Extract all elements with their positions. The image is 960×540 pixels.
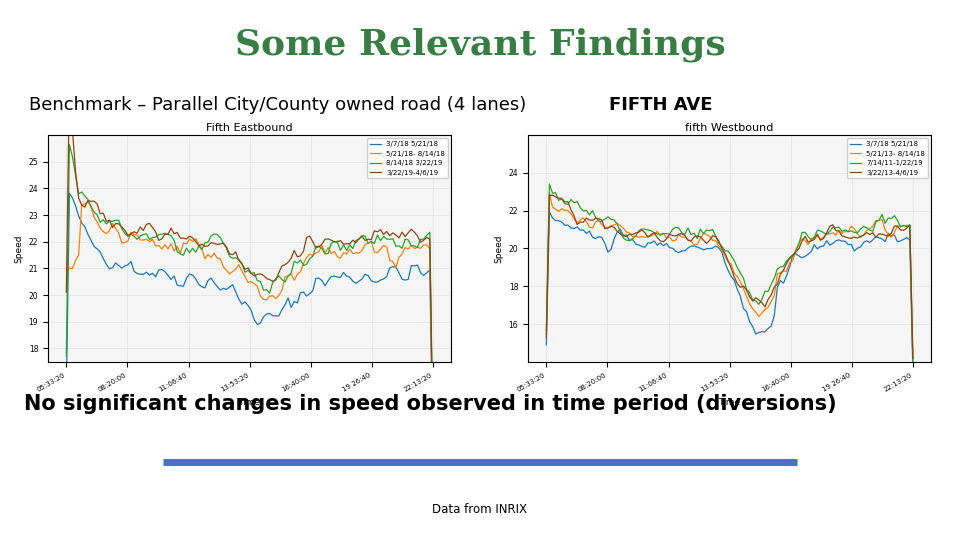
3/7/18 5/21/18 bbox=[162, 272, 174, 279]
3/22/13-4/6/19 bbox=[642, 234, 654, 240]
5/21/13- 8/14/18 bbox=[833, 227, 845, 233]
5/21/18- 8/14/18 bbox=[316, 242, 327, 248]
3/22/13-4/6/19 bbox=[543, 192, 555, 198]
7/14/11-1/22/19 bbox=[907, 360, 919, 367]
X-axis label: Time: Time bbox=[718, 398, 741, 407]
8/14/18 3/22/19 bbox=[267, 279, 278, 286]
8/14/18 3/22/19 bbox=[418, 236, 429, 242]
3/7/18 5/21/18 bbox=[833, 237, 845, 243]
8/14/18 3/22/19 bbox=[162, 231, 174, 238]
Line: 7/14/11-1/22/19: 7/14/11-1/22/19 bbox=[546, 184, 913, 363]
5/21/13- 8/14/18 bbox=[747, 306, 758, 312]
5/21/18- 8/14/18 bbox=[427, 440, 439, 446]
7/14/11-1/22/19 bbox=[543, 181, 555, 187]
Line: 5/21/13- 8/14/18: 5/21/13- 8/14/18 bbox=[546, 193, 913, 359]
X-axis label: Time: Time bbox=[238, 398, 261, 407]
7/14/11-1/22/19 bbox=[540, 328, 552, 334]
8/14/18 3/22/19 bbox=[141, 231, 153, 237]
3/7/18 5/21/18 bbox=[427, 449, 439, 455]
Legend: 3/7/18 5/21/18, 5/21/13- 8/14/18, 7/14/11-1/22/19, 3/22/13-4/6/19: 3/7/18 5/21/18, 5/21/13- 8/14/18, 7/14/1… bbox=[848, 138, 927, 178]
Title: Fifth Eastbound: Fifth Eastbound bbox=[206, 123, 293, 133]
7/14/11-1/22/19 bbox=[796, 230, 807, 236]
5/21/13- 8/14/18 bbox=[642, 233, 654, 240]
Text: No significant changes in speed observed in time period (diversions): No significant changes in speed observed… bbox=[24, 394, 836, 414]
Line: 3/22/13-4/6/19: 3/22/13-4/6/19 bbox=[546, 195, 913, 358]
Text: Benchmark – Parallel City/County owned road (4 lanes): Benchmark – Parallel City/County owned r… bbox=[29, 96, 532, 114]
3/22/19-4/6/19 bbox=[418, 237, 429, 244]
5/21/13- 8/14/18 bbox=[796, 235, 807, 242]
3/22/13-4/6/19 bbox=[540, 334, 552, 341]
Line: 3/7/18 5/21/18: 3/7/18 5/21/18 bbox=[66, 193, 433, 452]
Text: Some Relevant Findings: Some Relevant Findings bbox=[234, 28, 726, 62]
5/21/18- 8/14/18 bbox=[418, 242, 429, 248]
5/21/18- 8/14/18 bbox=[141, 236, 153, 242]
5/21/13- 8/14/18 bbox=[898, 222, 909, 229]
Line: 3/22/19-4/6/19: 3/22/19-4/6/19 bbox=[66, 86, 433, 435]
3/22/13-4/6/19 bbox=[907, 355, 919, 361]
Legend: 3/7/18 5/21/18, 5/21/18- 8/14/18, 8/14/18 3/22/19, 3/22/19-4/6/19: 3/7/18 5/21/18, 5/21/18- 8/14/18, 8/14/1… bbox=[368, 138, 447, 178]
3/7/18 5/21/18 bbox=[796, 254, 807, 261]
Line: 8/14/18 3/22/19: 8/14/18 3/22/19 bbox=[66, 145, 433, 430]
5/21/18- 8/14/18 bbox=[267, 293, 278, 299]
3/7/18 5/21/18 bbox=[63, 190, 75, 197]
3/7/18 5/21/18 bbox=[141, 269, 153, 275]
3/7/18 5/21/18 bbox=[621, 232, 633, 238]
5/21/13- 8/14/18 bbox=[621, 228, 633, 235]
3/22/13-4/6/19 bbox=[747, 298, 758, 305]
3/7/18 5/21/18 bbox=[267, 313, 278, 319]
3/7/18 5/21/18 bbox=[543, 209, 555, 215]
Line: 3/7/18 5/21/18: 3/7/18 5/21/18 bbox=[546, 212, 913, 370]
3/7/18 5/21/18 bbox=[747, 323, 758, 330]
7/14/11-1/22/19 bbox=[833, 224, 845, 231]
3/22/19-4/6/19 bbox=[60, 289, 72, 295]
5/21/13- 8/14/18 bbox=[907, 355, 919, 362]
3/22/19-4/6/19 bbox=[162, 231, 174, 238]
3/22/19-4/6/19 bbox=[267, 278, 278, 285]
3/22/19-4/6/19 bbox=[316, 241, 327, 247]
7/14/11-1/22/19 bbox=[642, 227, 654, 233]
5/21/13- 8/14/18 bbox=[540, 331, 552, 338]
3/7/18 5/21/18 bbox=[642, 240, 654, 246]
5/21/18- 8/14/18 bbox=[83, 198, 94, 205]
3/22/13-4/6/19 bbox=[833, 228, 845, 234]
8/14/18 3/22/19 bbox=[427, 427, 439, 434]
Title: fifth Westbound: fifth Westbound bbox=[685, 123, 774, 133]
5/21/18- 8/14/18 bbox=[353, 250, 365, 256]
3/7/18 5/21/18 bbox=[418, 272, 429, 279]
3/7/18 5/21/18 bbox=[353, 278, 365, 285]
Line: 5/21/18- 8/14/18: 5/21/18- 8/14/18 bbox=[66, 201, 433, 443]
3/7/18 5/21/18 bbox=[316, 278, 327, 284]
Y-axis label: Speed: Speed bbox=[14, 234, 23, 262]
5/21/18- 8/14/18 bbox=[162, 246, 174, 252]
3/7/18 5/21/18 bbox=[898, 236, 909, 242]
8/14/18 3/22/19 bbox=[316, 245, 327, 252]
3/22/13-4/6/19 bbox=[898, 227, 909, 233]
3/7/18 5/21/18 bbox=[907, 367, 919, 374]
3/7/18 5/21/18 bbox=[540, 342, 552, 348]
Y-axis label: Speed: Speed bbox=[494, 234, 503, 262]
3/22/13-4/6/19 bbox=[796, 238, 807, 244]
3/22/19-4/6/19 bbox=[63, 83, 75, 90]
7/14/11-1/22/19 bbox=[621, 237, 633, 244]
7/14/11-1/22/19 bbox=[747, 296, 758, 303]
8/14/18 3/22/19 bbox=[63, 141, 75, 148]
3/22/19-4/6/19 bbox=[353, 235, 365, 242]
7/14/11-1/22/19 bbox=[898, 222, 909, 228]
3/7/18 5/21/18 bbox=[60, 390, 72, 396]
3/22/19-4/6/19 bbox=[141, 221, 153, 227]
5/21/18- 8/14/18 bbox=[60, 260, 72, 266]
3/22/19-4/6/19 bbox=[427, 431, 439, 438]
3/22/13-4/6/19 bbox=[621, 233, 633, 240]
5/21/13- 8/14/18 bbox=[543, 190, 555, 196]
8/14/18 3/22/19 bbox=[60, 353, 72, 360]
Text: FIFTH AVE: FIFTH AVE bbox=[610, 96, 713, 114]
Text: Data from INRIX: Data from INRIX bbox=[433, 503, 527, 516]
8/14/18 3/22/19 bbox=[353, 236, 365, 242]
